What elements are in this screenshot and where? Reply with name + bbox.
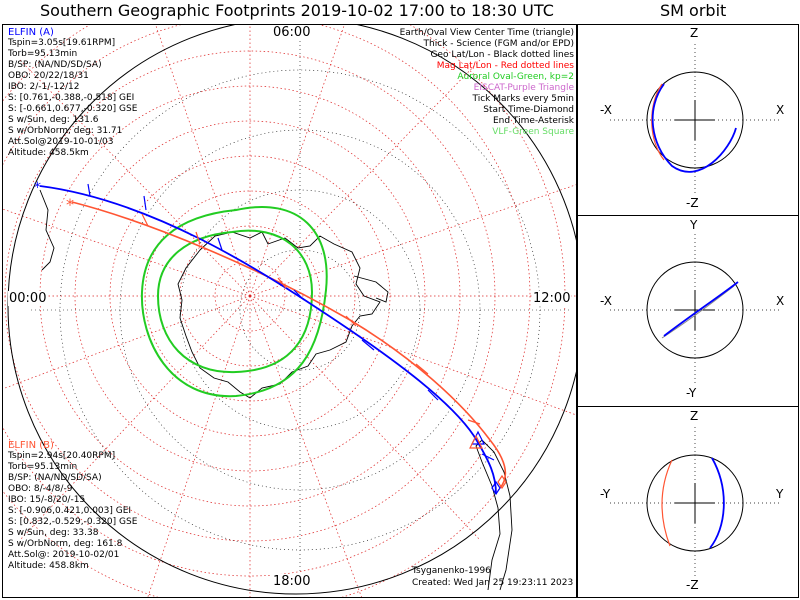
legend-item: Auroral Oval-Green, kp=2 xyxy=(457,72,574,82)
sm-axis-label-right: X xyxy=(776,294,785,308)
sm-axis-label-top: Z xyxy=(690,26,699,40)
elfin-b-line: Att.Sol@: 2019-10-02/01 xyxy=(8,550,120,560)
footprint-map-frame xyxy=(2,24,577,598)
elfin-b-info: ELFIN (B) Tspin=2.94s[20.40RPM] Torb=95.… xyxy=(8,440,137,572)
elfin-a-info: ELFIN (A) Tspin=3.05s[19.61RPM] Torb=95.… xyxy=(8,27,137,159)
sm-panel-divider xyxy=(577,215,799,216)
hour-label-left: 00:00 xyxy=(8,291,48,306)
elfin-b-name: ELFIN (B) xyxy=(8,440,54,451)
elfin-a-start-diamond xyxy=(491,480,501,496)
elfin-a-line: S: [-0.661,0.677,-0.320] GSE xyxy=(8,104,138,114)
created-timestamp: Created: Wed Jan 25 19:23:11 2023 xyxy=(412,578,574,588)
legend-item: Earth/Oval View Center Time (triangle) xyxy=(399,28,574,38)
elfin-b-line: S: [-0.906,0.421,0.003] GEI xyxy=(8,506,132,516)
hour-label-top: 06:00 xyxy=(272,25,312,40)
elfin-a-line: Torb=95.13min xyxy=(8,49,78,59)
sm-panel-divider xyxy=(577,406,799,407)
elfin-b-line: S: [0.832,-0.529,-0.320] GSE xyxy=(8,517,138,527)
mag-grid xyxy=(3,25,576,597)
elfin-b-line: S w/OrbNorm, deg: 161.8 xyxy=(8,539,123,549)
elfin-a-line: OBO: 20/22/18/31 xyxy=(8,71,89,81)
auroral-oval-inner xyxy=(156,229,314,374)
elfin-a-line: S w/Sun, deg: 131.6 xyxy=(8,115,99,125)
sm-axis-label-bottom: -Z xyxy=(686,196,699,210)
legend-item: EISCAT-Purple Triangle xyxy=(473,83,574,93)
legend-item: End Time-Asterisk xyxy=(492,116,574,126)
legend-item: Mag Lat/Lon - Red dotted lines xyxy=(436,61,574,71)
model-credit: Tsyganenko-1996 xyxy=(412,566,491,576)
sm-axis-label-right: X xyxy=(776,103,785,117)
legend-item: Geo Lat/Lon - Black dotted lines xyxy=(430,50,574,60)
legend-item: Thick - Science (FGM and/or EPD) xyxy=(423,39,574,49)
elfin-b-line: IBO: 15/-8/20/-15 xyxy=(8,495,86,505)
legend-item: Start Time-Diamond xyxy=(483,105,574,115)
auroral-oval-outer xyxy=(140,205,328,398)
map-horizon xyxy=(7,25,576,595)
legend-item: Tick Marks every 5min xyxy=(472,94,574,104)
sm-panel-1 xyxy=(610,44,780,196)
elfin-a-line: Altitude: 458.5km xyxy=(8,148,89,158)
elfin-b-center-triangle xyxy=(469,434,483,449)
hour-label-bottom: 18:00 xyxy=(272,574,312,589)
elfin-b-line: Altitude: 458.8km xyxy=(8,561,89,571)
geo-grid xyxy=(30,40,570,580)
sm-panel-2 xyxy=(610,234,780,386)
sm-orbit-title: SM orbit xyxy=(660,1,727,20)
sm-axis-label-left: -X xyxy=(600,294,612,308)
sm-axis-label-bottom: -Z xyxy=(686,578,699,592)
elfin-b-line: B/SP: (NA/ND/SD/SA) xyxy=(8,473,102,483)
elfin-b-ticks xyxy=(141,213,481,425)
antarctica-coastline xyxy=(177,231,381,399)
elfin-b-start-diamond xyxy=(497,474,507,490)
map-title: Southern Geographic Footprints 2019-10-0… xyxy=(40,1,554,20)
elfin-a-track xyxy=(39,185,497,495)
sm-axis-label-right: Y xyxy=(776,487,784,501)
elfin-a-ticks xyxy=(87,183,495,461)
hour-label-right: 12:00 xyxy=(532,291,572,306)
sm-axis-label-left: -X xyxy=(600,103,612,117)
map-legend: Earth/Oval View Center Time (triangle) T… xyxy=(330,28,574,138)
elfin-b-line: OBO: 8/-4/8/-9 xyxy=(8,484,73,494)
elfin-b-line: Tspin=2.94s[20.40RPM] xyxy=(8,451,116,461)
antarctic-peninsula xyxy=(353,275,389,303)
sm-axis-label-left: -Y xyxy=(600,487,611,501)
elfin-a-line: S w/OrbNorm, deg: 31.71 xyxy=(8,126,123,136)
sm-orbit-frame xyxy=(577,24,799,598)
elfin-b-line: Torb=95.13min xyxy=(8,462,78,472)
elfin-a-line: S: [0.761,-0.388,-0.518] GEI xyxy=(8,93,135,103)
elfin-a-line: IBO: 2/-1/-12/12 xyxy=(8,82,80,92)
elfin-a-end-asterisk: * xyxy=(34,180,41,196)
sm-axis-label-top: Z xyxy=(690,409,699,423)
elfin-a-line: B/SP: (NA/ND/SD/SA) xyxy=(8,60,102,70)
legend-item: VLF-Green Square xyxy=(492,127,574,137)
elfin-b-track xyxy=(71,201,507,489)
sm-axis-label-top: Y xyxy=(690,218,698,232)
sm-axis-label-bottom: -Y xyxy=(686,386,697,400)
elfin-a-name: ELFIN (A) xyxy=(8,27,54,38)
continent-coastline-topleft xyxy=(39,189,55,271)
elfin-a-line: Tspin=3.05s[19.61RPM] xyxy=(8,38,116,48)
sm-panel-3 xyxy=(610,427,780,579)
elfin-b-line: S w/Sun, deg: 33.38 xyxy=(8,528,99,538)
elfin-a-line: Att.Sol@2019-10-01/03 xyxy=(8,137,114,147)
elfin-b-end-asterisk: * xyxy=(66,195,74,214)
